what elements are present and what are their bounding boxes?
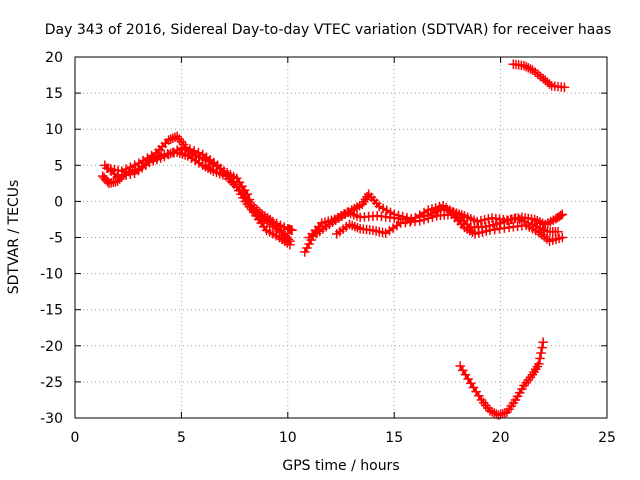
data-point <box>557 232 568 243</box>
data-point <box>246 200 257 210</box>
data-point <box>555 210 566 221</box>
plot-area <box>97 59 570 420</box>
data-point <box>503 215 513 226</box>
data-point <box>470 229 480 239</box>
series-track-c <box>100 143 295 250</box>
y-tick-label: 10 <box>45 122 63 138</box>
data-point <box>476 215 486 226</box>
y-tick-label: -5 <box>49 231 63 247</box>
data-point <box>483 214 494 224</box>
y-tick-label: -10 <box>40 267 63 283</box>
data-point <box>419 214 429 225</box>
y-tick-label: 5 <box>54 158 63 174</box>
x-axis-label: GPS time / hours <box>282 458 399 474</box>
data-point <box>144 157 155 168</box>
x-tick-label: 10 <box>279 430 297 446</box>
data-point <box>481 226 491 236</box>
series-track-b <box>102 131 297 236</box>
data-point <box>275 220 286 230</box>
tick-labels: 0 5 10 15 20 25 -30 -25 -20 -15 -10 -5 0 5 10 15 20 <box>40 50 616 446</box>
data-point <box>121 170 131 180</box>
data-point <box>559 82 570 93</box>
chart-title: Day 343 of 2016, Sidereal Day-to-day VTE… <box>45 22 612 38</box>
data-point <box>271 218 282 229</box>
data-point <box>534 359 544 369</box>
data-point <box>242 189 253 199</box>
data-point <box>535 353 545 364</box>
x-tick-label: 0 <box>71 430 80 446</box>
data-point <box>479 215 490 225</box>
data-point <box>472 216 482 227</box>
data-point <box>477 227 488 237</box>
y-tick-label: -15 <box>40 303 63 319</box>
data-point <box>117 171 127 181</box>
plot-frame <box>74 56 608 419</box>
data-point <box>427 204 437 214</box>
y-axis-label: SDTVAR / TECUs <box>6 180 22 295</box>
data-point <box>423 205 433 215</box>
data-point <box>553 226 563 237</box>
data-point <box>155 153 166 163</box>
data-point <box>430 203 441 213</box>
data-point <box>427 212 438 222</box>
data-point <box>537 342 547 353</box>
x-tick-label: 15 <box>385 430 403 446</box>
data-point <box>434 202 445 212</box>
grid-lines <box>75 57 607 418</box>
data-point <box>279 222 289 232</box>
x-tick-label: 5 <box>177 430 186 446</box>
series-track-f <box>331 209 568 246</box>
series-track-g <box>508 59 570 93</box>
data-point <box>423 213 433 224</box>
y-tick-label: -20 <box>40 339 63 355</box>
y-tick-label: -25 <box>40 375 63 391</box>
y-tick-label: 20 <box>45 50 63 66</box>
y-tick-label: 0 <box>54 194 63 210</box>
data-point <box>515 214 525 225</box>
data-point <box>414 216 425 226</box>
data-point <box>557 209 568 220</box>
data-point <box>152 154 162 165</box>
data-point <box>495 218 506 228</box>
data-point <box>378 203 388 214</box>
data-point <box>249 205 259 216</box>
series-track-h <box>455 337 548 420</box>
data-point <box>268 216 278 227</box>
data-point <box>285 239 295 250</box>
data-point <box>507 214 517 225</box>
data-point <box>510 213 521 223</box>
data-point <box>287 225 297 236</box>
x-tick-label: 25 <box>598 430 616 446</box>
data-point <box>474 228 484 238</box>
data-point <box>538 337 548 347</box>
series-track-e <box>304 200 563 243</box>
y-tick-label: -30 <box>40 411 63 427</box>
data-point <box>536 348 546 358</box>
data-point <box>488 220 498 230</box>
data-point <box>492 219 502 229</box>
x-tick-label: 20 <box>492 430 510 446</box>
data-point <box>148 156 158 166</box>
data-point <box>112 172 123 182</box>
data-point <box>125 169 136 179</box>
y-tick-label: 15 <box>45 86 63 102</box>
data-point <box>244 194 255 205</box>
